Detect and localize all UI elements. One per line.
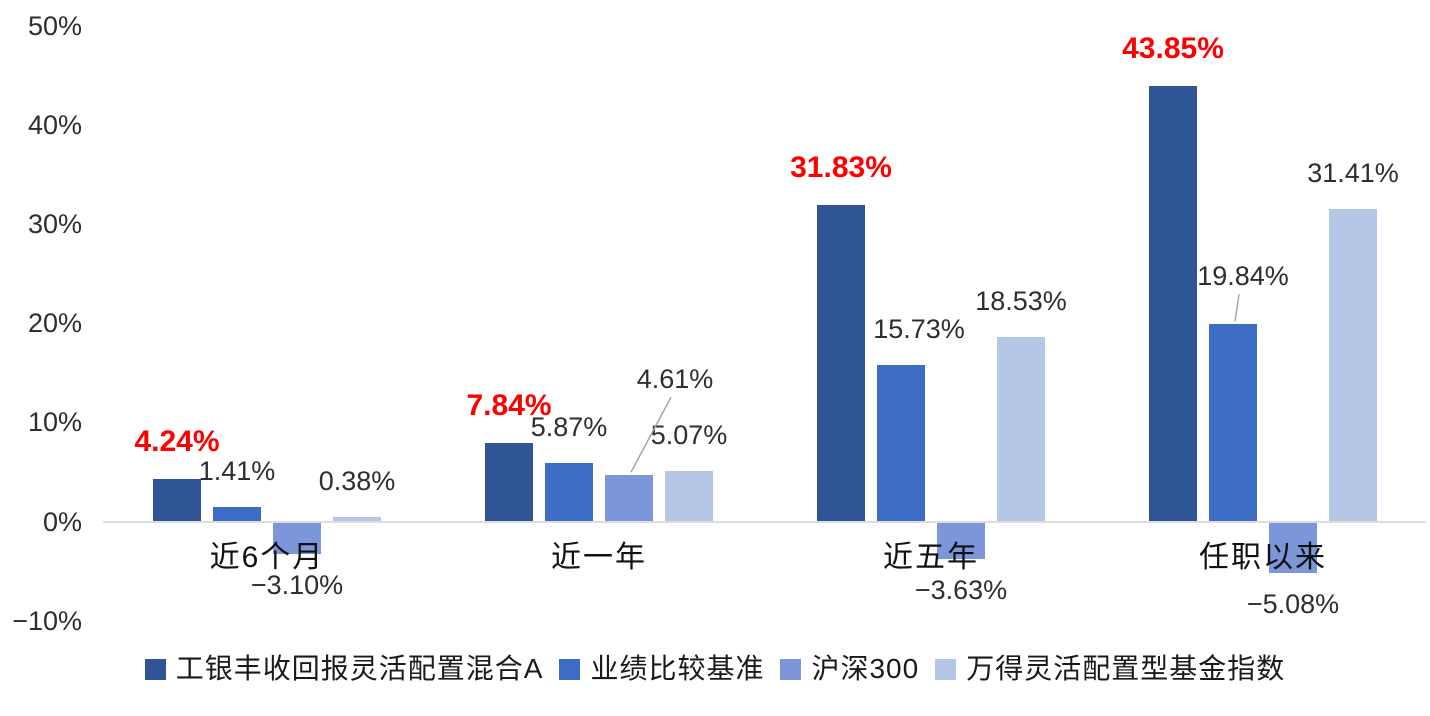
legend-item: 工银丰收回报灵活配置混合A xyxy=(144,652,544,686)
bar-series2-group4 xyxy=(1209,324,1257,521)
x-axis-baseline xyxy=(103,521,1426,523)
legend-label: 万得灵活配置型基金指数 xyxy=(966,653,1286,684)
bar-series1-group3 xyxy=(817,205,865,521)
legend-swatch-icon xyxy=(144,658,166,680)
bar-series3-group2 xyxy=(605,475,653,521)
value-label: 31.83% xyxy=(790,151,892,185)
y-axis-tick-label: 20% xyxy=(27,308,82,339)
bar-series4-group4 xyxy=(1329,209,1377,521)
x-axis-category-label: 近五年 xyxy=(883,541,979,574)
x-axis-category-label: 任职以来 xyxy=(1199,541,1327,574)
value-label: 1.41% xyxy=(198,456,276,487)
bar-series2-group1 xyxy=(213,507,261,521)
y-axis-tick-label: 40% xyxy=(27,109,82,140)
value-label: 7.84% xyxy=(466,389,552,423)
legend-swatch-icon xyxy=(780,658,802,680)
y-axis-tick-label: 10% xyxy=(27,407,82,438)
y-axis-tick-label: 50% xyxy=(27,10,82,41)
legend-item: 沪深300 xyxy=(780,652,919,686)
y-axis-tick-label: 0% xyxy=(42,506,82,537)
bar-series2-group2 xyxy=(545,462,593,521)
bar-series3-group3 xyxy=(937,523,985,559)
bar-series4-group2 xyxy=(665,470,713,521)
value-label: −3.63% xyxy=(914,575,1008,605)
bar-series1-group2 xyxy=(485,443,533,521)
value-label: 4.24% xyxy=(134,424,220,458)
bar-series2-group3 xyxy=(877,364,925,521)
value-label: 31.41% xyxy=(1307,158,1399,189)
value-label: −5.08% xyxy=(1246,589,1340,620)
bar-series1-group1 xyxy=(153,478,201,521)
value-label: 18.53% xyxy=(975,286,1067,317)
legend-swatch-icon xyxy=(935,658,957,680)
value-label: 4.61% xyxy=(636,364,714,395)
value-label: 19.84% xyxy=(1197,261,1289,292)
value-label: 5.87% xyxy=(530,411,608,442)
callout-leader-line xyxy=(1234,294,1240,322)
legend-item: 万得灵活配置型基金指数 xyxy=(935,652,1285,686)
y-axis-tick-label: 30% xyxy=(27,208,82,239)
bar-series3-group1 xyxy=(273,523,321,554)
bar-series1-group4 xyxy=(1149,86,1197,521)
legend-label: 沪深300 xyxy=(811,653,920,684)
x-axis-category-label: 近一年 xyxy=(551,541,647,574)
value-label: −3.10% xyxy=(250,569,344,600)
x-axis-category-label: 近6个月 xyxy=(209,541,325,574)
legend-swatch-icon xyxy=(559,658,581,680)
y-axis-tick-label: −10% xyxy=(12,605,82,636)
value-label: 5.07% xyxy=(650,419,728,450)
value-label: 43.85% xyxy=(1122,32,1224,66)
value-label: 0.38% xyxy=(318,466,396,497)
legend-label: 业绩比较基准 xyxy=(590,653,765,684)
legend-label: 工银丰收回报灵活配置混合A xyxy=(175,653,544,684)
legend-item: 业绩比较基准 xyxy=(559,652,764,686)
value-label: 15.73% xyxy=(873,313,965,344)
legend: 工银丰收回报灵活配置混合A 业绩比较基准 沪深300 万得灵活配置型基金指数 xyxy=(0,652,1430,686)
bar-series4-group3 xyxy=(997,337,1045,521)
bar-series4-group1 xyxy=(333,517,381,521)
bar-series3-group4 xyxy=(1269,523,1317,574)
